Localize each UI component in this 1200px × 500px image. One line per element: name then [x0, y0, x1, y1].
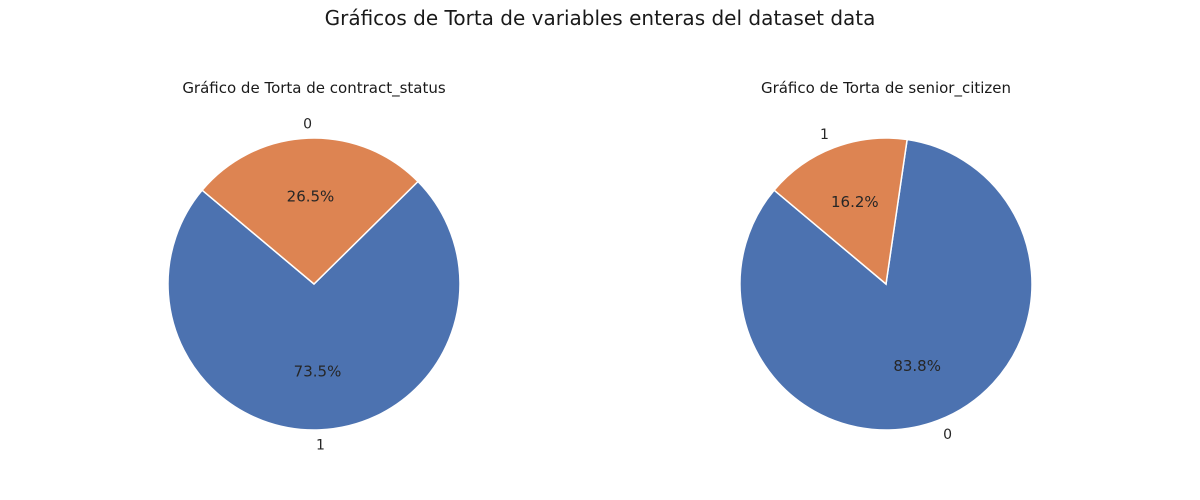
slice-percent-label: 16.2% [831, 193, 879, 211]
subplot-title-contract-status: Gráfico de Torta de contract_status [182, 79, 446, 98]
pie-chart-contract-status: 1 73.5% 0 26.5% Gráfico de Torta de contract… [167, 79, 461, 453]
pie-slice-0 [201, 137, 420, 286]
slice-category-label: 1 [820, 127, 829, 143]
slice-percent-label: 26.5% [287, 187, 335, 205]
pie-chart-senior-citizen: 0 83.8% 1 16.2% Gráfico de Torta de senior_c… [739, 79, 1033, 443]
figure-title: Gráficos de Torta de variables enteras d… [324, 6, 876, 30]
slice-percent-label: 83.8% [893, 357, 941, 375]
pie-slice-1 [773, 137, 908, 286]
slice-category-label: 0 [303, 117, 312, 133]
slice-percent-label: 73.5% [294, 363, 342, 381]
subplot-title-senior-citizen: Gráfico de Torta de senior_citizen [761, 79, 1011, 98]
slice-category-label: 0 [943, 427, 952, 443]
pie-slice-1 [167, 180, 461, 431]
slice-category-label: 1 [316, 437, 325, 453]
